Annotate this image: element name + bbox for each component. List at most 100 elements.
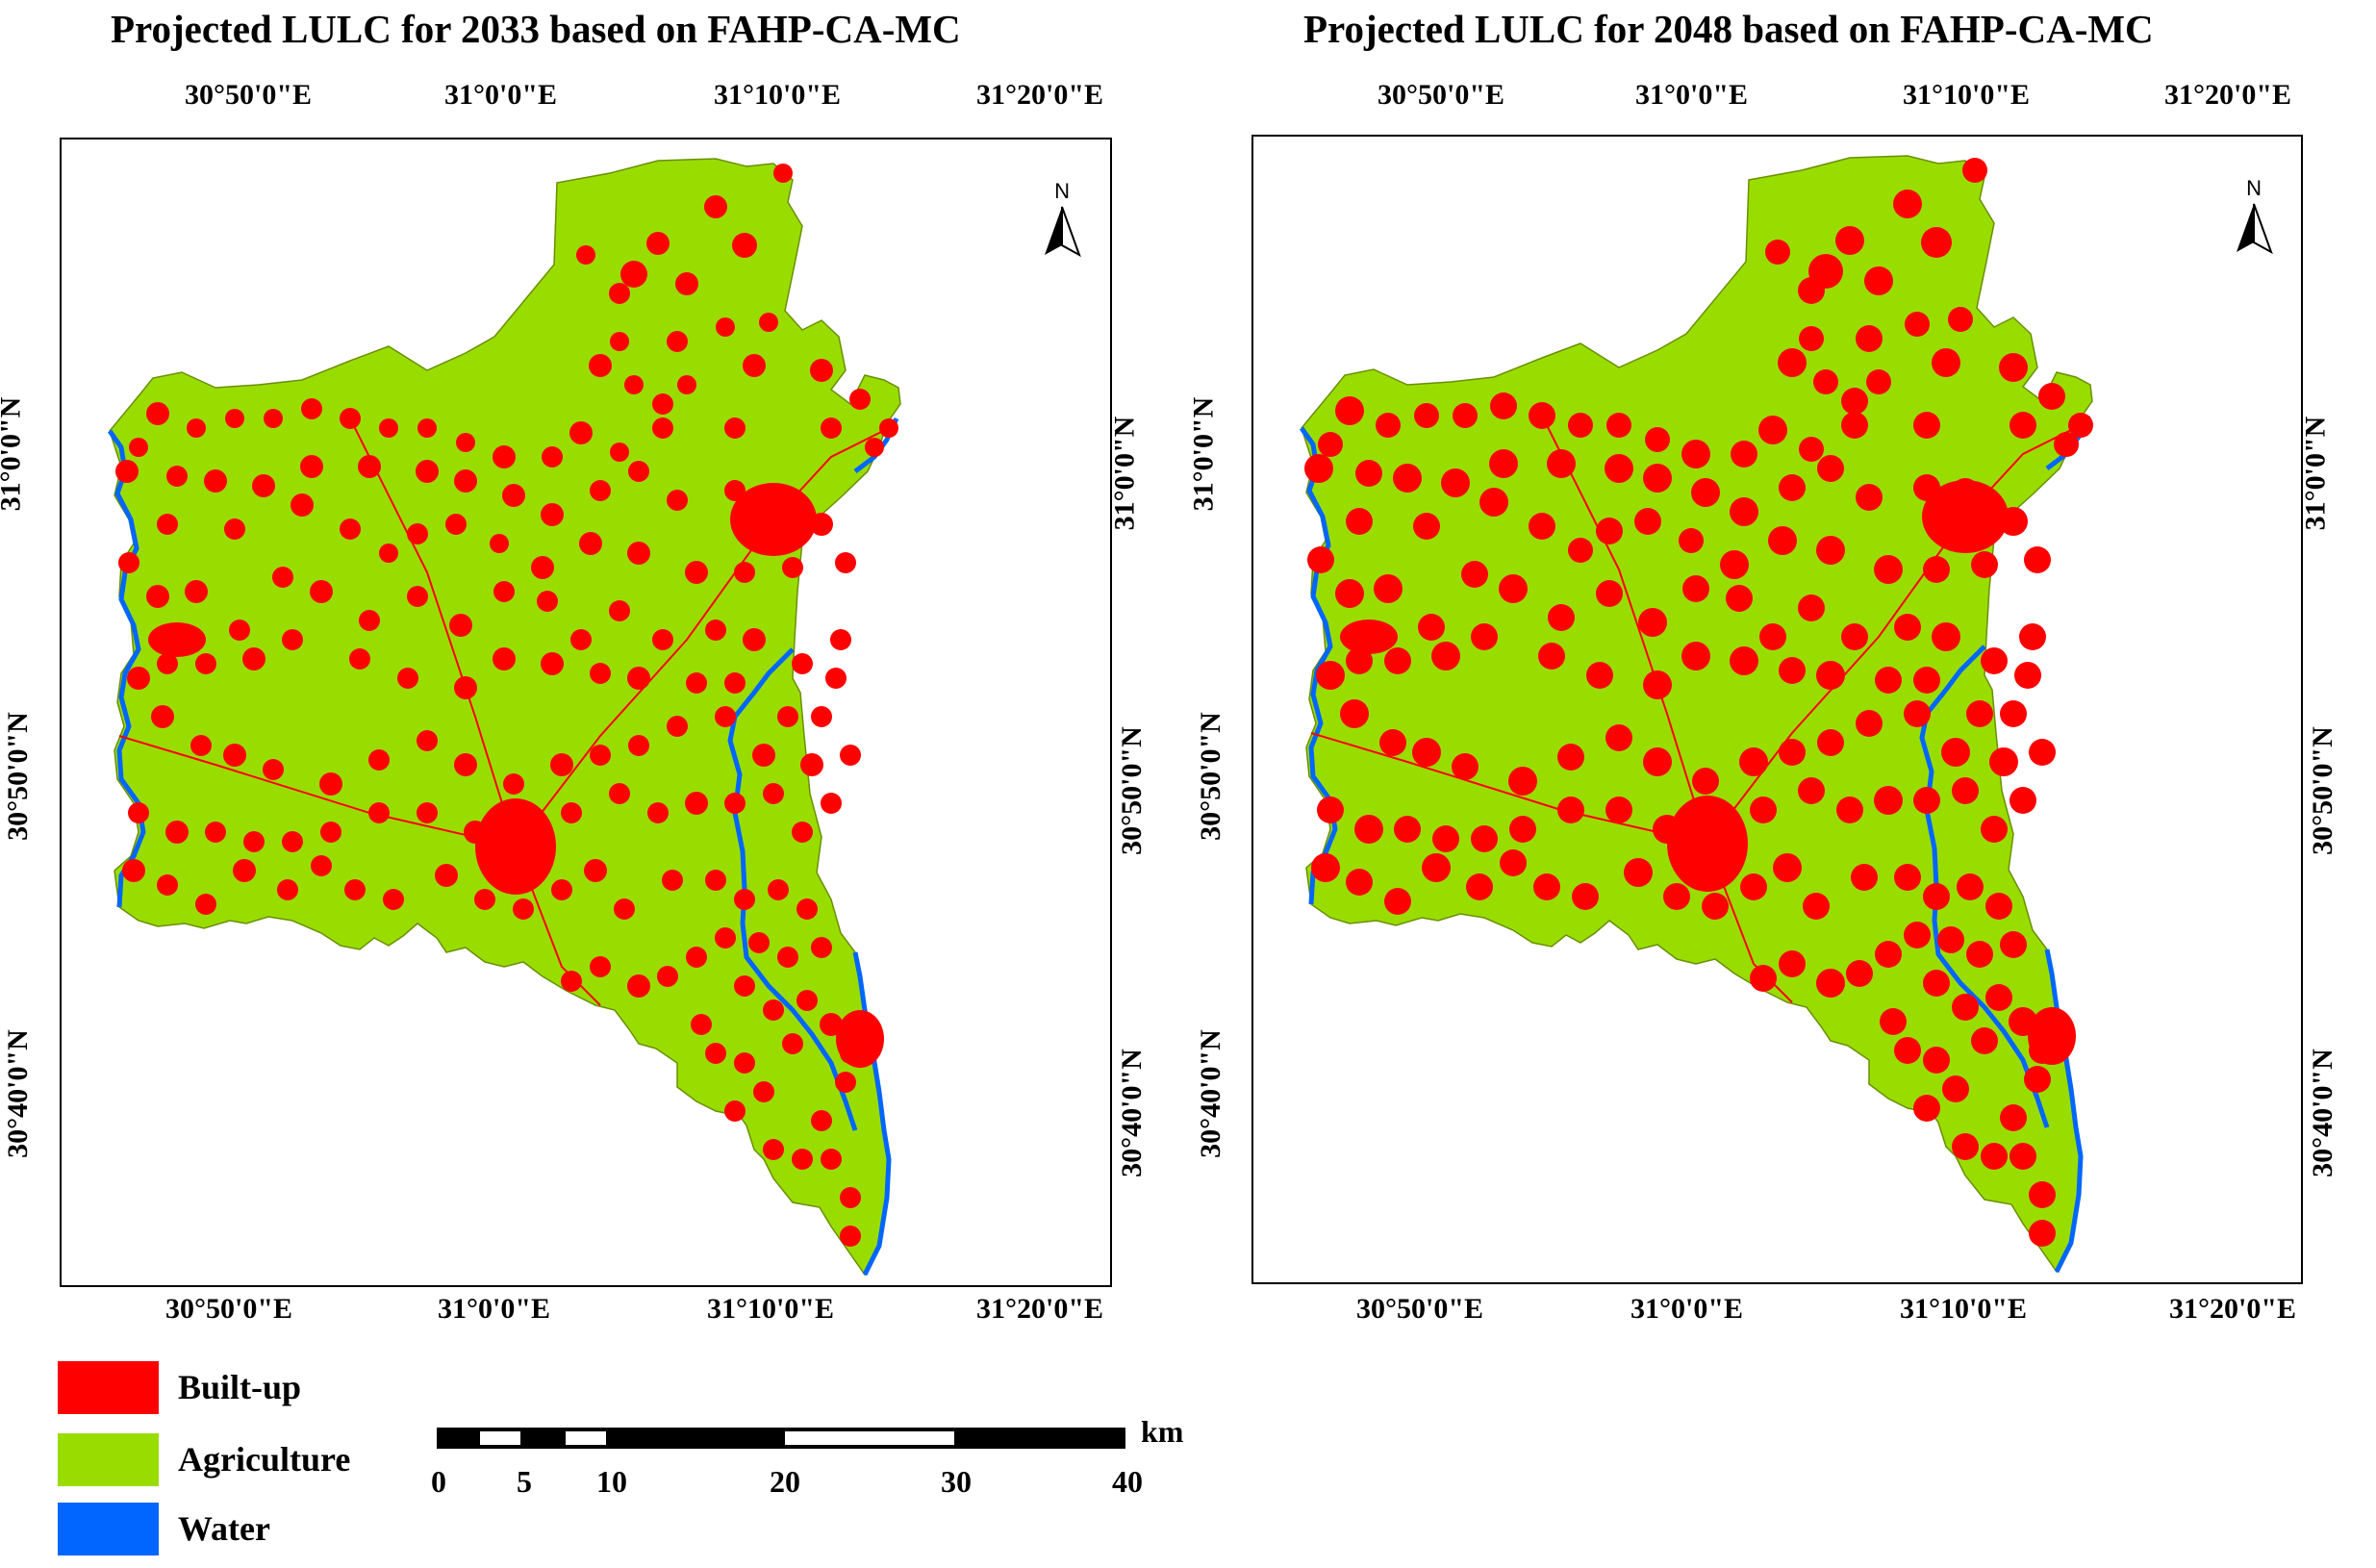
builtup-patch (748, 932, 770, 953)
builtup-patch (1816, 969, 1845, 998)
builtup-patch (1799, 326, 1824, 351)
builtup-patch (1894, 614, 1921, 641)
scale-bar-segment (566, 1431, 606, 1445)
builtup-patch (1841, 623, 1868, 650)
builtup-patch (2019, 623, 2046, 650)
builtup-patch (225, 409, 244, 428)
builtup-patch (1731, 441, 1757, 468)
north-arrow: N (2237, 176, 2273, 255)
builtup-patch (1981, 816, 2008, 843)
builtup-patch (1798, 277, 1825, 304)
builtup-patch (1702, 816, 1729, 843)
builtup-patch (2029, 1181, 2056, 1208)
builtup-patch (1335, 579, 1364, 608)
builtup-patch (752, 744, 775, 767)
builtup-patch (1418, 614, 1445, 641)
builtup-patch (1923, 970, 1950, 997)
scale-tick: 0 (431, 1464, 446, 1499)
scale-bar-segment (785, 1431, 954, 1445)
builtup-patch (1572, 883, 1599, 910)
map-2048-canvas: N (1299, 155, 2273, 1274)
builtup-patch (1798, 777, 1825, 804)
left-lat-label: 30°40'0"N (1194, 1029, 1226, 1158)
builtup-patch (417, 418, 437, 438)
water-body (852, 951, 892, 1277)
builtup-patch (734, 562, 755, 583)
builtup-patch (1653, 815, 1681, 844)
builtup-patch (724, 480, 746, 501)
builtup-patch (1304, 454, 1333, 483)
builtup-patch (662, 870, 683, 891)
builtup-patch (1981, 1143, 2008, 1170)
builtup-patch (1856, 710, 1883, 737)
builtup-patch (1471, 623, 1498, 650)
bottom-lon-label: 31°10'0"E (1900, 1293, 2027, 1325)
builtup-patch (2000, 931, 2027, 958)
builtup-patch (1985, 984, 2012, 1011)
builtup-patch (344, 879, 366, 900)
water-body (107, 429, 146, 908)
builtup-patch (590, 745, 611, 766)
builtup-patch (1813, 369, 1838, 394)
builtup-patch (1394, 816, 1421, 843)
builtup-patch (223, 744, 246, 767)
builtup-patch (561, 802, 582, 823)
right-lat-label: 30°50'0"N (1115, 726, 1148, 855)
builtup-patch (811, 706, 832, 727)
builtup-patch (835, 552, 856, 573)
builtup-patch (792, 822, 813, 843)
builtup-patch (1471, 825, 1498, 852)
right-lat-label: 30°40'0"N (2306, 1049, 2338, 1177)
builtup-patch (2014, 662, 2041, 689)
builtup-patch (1376, 413, 1401, 438)
builtup-patch (417, 730, 438, 751)
builtup-patch (1730, 497, 1758, 526)
builtup-patch (1923, 1047, 1950, 1074)
builtup-patch (1750, 965, 1777, 992)
builtup-patch (1307, 546, 1334, 573)
builtup-patch (2009, 412, 2036, 439)
top-lon-label: 30°50'0"E (185, 79, 312, 111)
builtup-patch (2009, 1007, 2037, 1036)
agriculture-swatch (58, 1433, 159, 1486)
builtup-patch (1905, 312, 1930, 337)
top-lon-label: 31°20'0"E (976, 79, 1103, 111)
legend-label: Agriculture (178, 1440, 351, 1479)
builtup-patch (576, 245, 595, 265)
builtup-patch (759, 313, 778, 332)
builtup-patch (1880, 1008, 1907, 1035)
builtup-patch (686, 947, 707, 968)
road (515, 846, 601, 1006)
builtup-patch (1952, 994, 1979, 1021)
builtup-patch (320, 822, 341, 843)
builtup-patch (282, 831, 303, 852)
builtup-patch (1962, 158, 1987, 183)
left-lat-label: 30°40'0"N (1, 1029, 34, 1158)
builtup-patch (777, 706, 798, 727)
builtup-patch (122, 859, 145, 882)
builtup-patch (1817, 455, 1844, 482)
builtup-patch (715, 927, 736, 948)
builtup-patch (1586, 662, 1613, 689)
builtup-patch (542, 446, 563, 468)
builtup-patch (1971, 551, 1998, 578)
builtup-patch (796, 898, 818, 920)
builtup-patch (821, 417, 842, 439)
builtup-patch (1412, 738, 1441, 767)
builtup-patch (1374, 574, 1403, 603)
builtup-patch (1856, 325, 1883, 352)
water-body (1299, 426, 1338, 905)
builtup-patch (2000, 1104, 2027, 1131)
builtup-patch (777, 947, 798, 968)
north-arrow-shape (1045, 207, 1062, 255)
builtup-patch (704, 195, 727, 218)
builtup-patch (646, 232, 670, 255)
builtup-patch (792, 1149, 813, 1170)
builtup-patch (1966, 941, 1993, 968)
builtup-patch (1643, 747, 1672, 776)
builtup-patch (657, 966, 678, 987)
builtup-patch (1679, 528, 1704, 553)
builtup-patch (590, 956, 611, 977)
builtup-patch (1846, 960, 1873, 987)
legend-label: Built-up (178, 1368, 302, 1406)
